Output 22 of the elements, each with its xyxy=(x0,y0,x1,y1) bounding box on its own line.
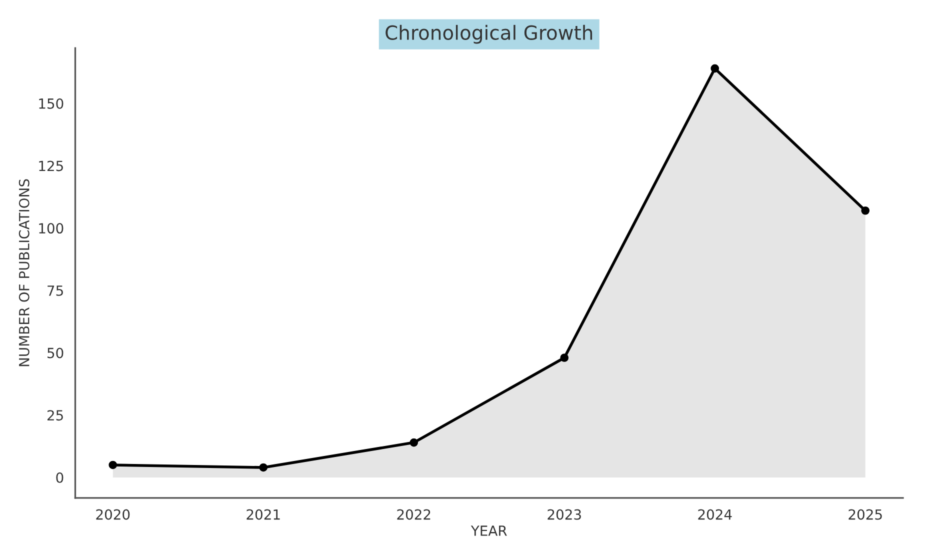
x-tick-label: 2021 xyxy=(246,509,280,520)
point xyxy=(108,460,118,470)
chart-title: Chronological Growth xyxy=(386,24,592,44)
x-tick-label: 2023 xyxy=(548,509,581,520)
x-tick-label: 2025 xyxy=(848,509,882,520)
point xyxy=(410,438,418,447)
y-tick-label: 100 xyxy=(39,223,64,234)
y-tick-label: 75 xyxy=(48,286,63,296)
y-tick-label: 125 xyxy=(39,160,63,172)
y-axis-title: NUMBER OF PUBLICATIONS xyxy=(18,179,30,366)
point xyxy=(560,354,569,362)
point xyxy=(861,206,870,215)
point xyxy=(259,463,268,472)
y-tick-label: 150 xyxy=(39,98,64,109)
x-axis-title: YEAR xyxy=(470,526,507,536)
x-tick-label: 2020 xyxy=(96,509,130,520)
x-tick-label: 2022 xyxy=(397,509,430,520)
x-tick-label: 2024 xyxy=(698,509,732,520)
y-tick-label: 25 xyxy=(47,410,63,421)
point xyxy=(710,64,720,73)
y-tick-label: 0 xyxy=(56,472,64,483)
y-tick-label: 50 xyxy=(48,348,64,358)
